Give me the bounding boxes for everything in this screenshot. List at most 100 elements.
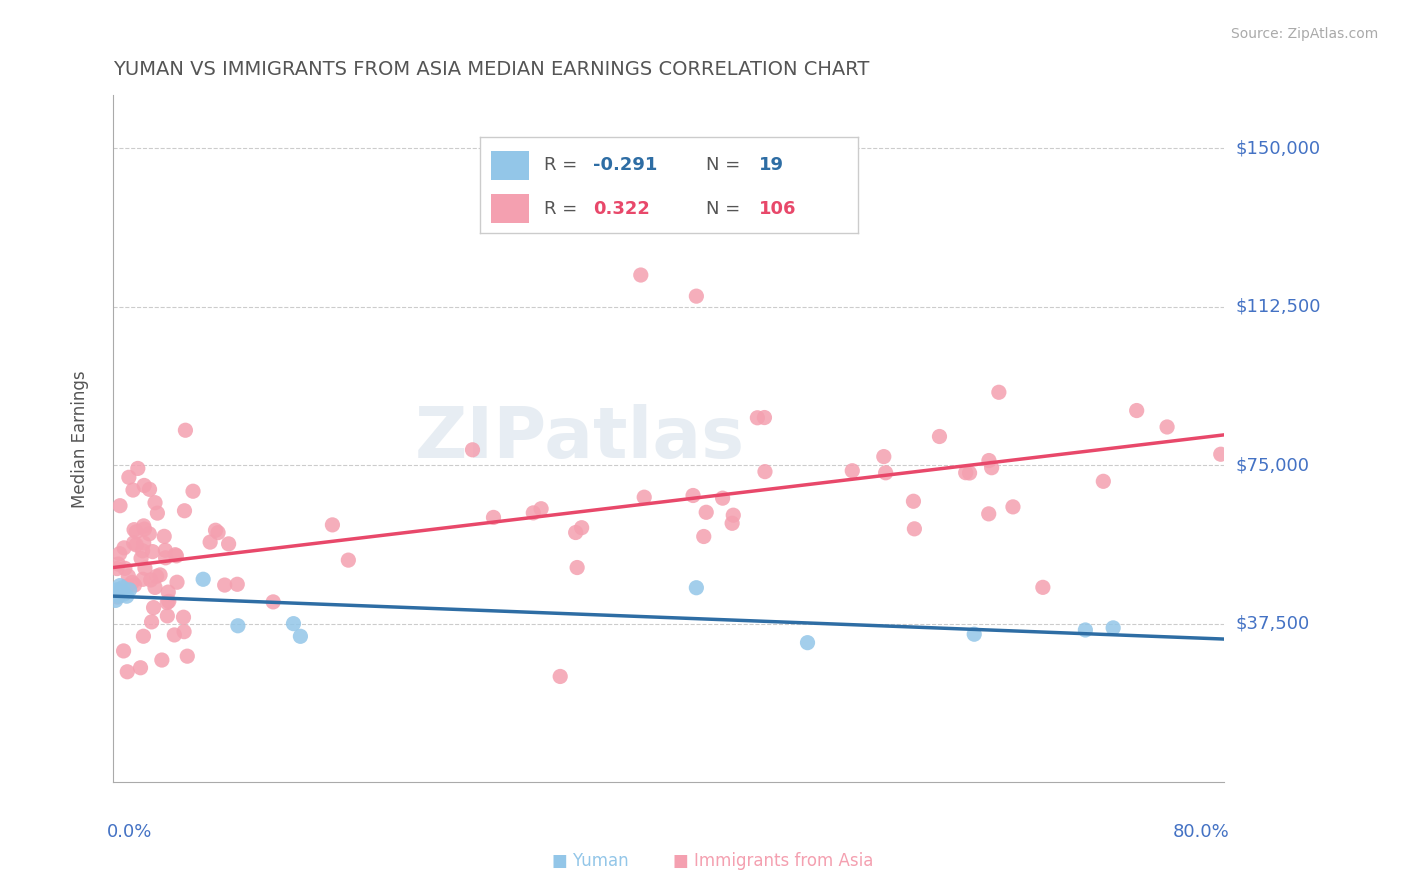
Point	[630, 268, 652, 282]
Text: $37,500: $37,500	[1236, 615, 1309, 632]
Point	[685, 289, 707, 303]
Point	[122, 483, 145, 497]
Point	[139, 573, 162, 587]
Point	[157, 594, 180, 608]
Point	[980, 460, 1002, 475]
Point	[124, 578, 146, 592]
Point	[117, 665, 139, 679]
Point	[1074, 623, 1097, 637]
Point	[174, 423, 197, 437]
Point	[112, 587, 135, 601]
Point	[685, 581, 707, 595]
Point	[1156, 420, 1178, 434]
Text: ■ Yuman: ■ Yuman	[553, 852, 628, 870]
Point	[176, 649, 198, 664]
Point	[207, 525, 229, 540]
Point	[191, 572, 214, 586]
Point	[530, 501, 553, 516]
Point	[150, 653, 173, 667]
Point	[111, 581, 134, 595]
Text: $75,000: $75,000	[1236, 456, 1309, 475]
Point	[873, 450, 896, 464]
Point	[155, 550, 177, 565]
Point	[156, 608, 179, 623]
Text: YUMAN VS IMMIGRANTS FROM ASIA MEDIAN EARNINGS CORRELATION CHART: YUMAN VS IMMIGRANTS FROM ASIA MEDIAN EAR…	[112, 60, 869, 78]
Point	[723, 508, 745, 523]
Point	[987, 385, 1010, 400]
Point	[218, 537, 240, 551]
Point	[198, 535, 221, 549]
Point	[461, 442, 484, 457]
Point	[110, 585, 132, 599]
Point	[1102, 621, 1125, 635]
Point	[875, 466, 897, 480]
Point	[163, 628, 186, 642]
Point	[132, 629, 155, 643]
Point	[157, 585, 180, 599]
Text: 80.0%: 80.0%	[1173, 823, 1230, 841]
Point	[122, 523, 145, 537]
Point	[127, 461, 149, 475]
Point	[114, 561, 136, 575]
Point	[146, 506, 169, 520]
Point	[155, 543, 177, 558]
Point	[132, 536, 155, 550]
Point	[181, 484, 204, 499]
Point	[118, 470, 141, 484]
Y-axis label: Median Earnings: Median Earnings	[72, 370, 89, 508]
Point	[143, 581, 166, 595]
Point	[928, 429, 950, 443]
Point	[283, 616, 305, 631]
Point	[165, 549, 187, 563]
Point	[132, 519, 155, 533]
Point	[963, 627, 986, 641]
Point	[173, 624, 195, 639]
Point	[166, 575, 188, 590]
Point	[143, 496, 166, 510]
Point	[149, 568, 172, 582]
Point	[122, 536, 145, 550]
Text: ■ Immigrants from Asia: ■ Immigrants from Asia	[673, 852, 873, 870]
Point	[153, 529, 176, 543]
Point	[564, 525, 586, 540]
Point	[141, 544, 163, 558]
Point	[107, 557, 129, 571]
Point	[125, 538, 148, 552]
Text: 0.0%: 0.0%	[107, 823, 153, 841]
Point	[721, 516, 744, 531]
Point	[695, 505, 717, 519]
Point	[134, 561, 156, 575]
Point	[141, 615, 163, 629]
Point	[226, 619, 249, 633]
Text: $112,500: $112,500	[1236, 298, 1320, 316]
Point	[125, 524, 148, 539]
Point	[115, 589, 138, 603]
Point	[145, 569, 167, 583]
Point	[290, 629, 312, 643]
Point	[214, 578, 236, 592]
Point	[754, 465, 776, 479]
Point	[747, 410, 769, 425]
Point	[977, 507, 1000, 521]
Point	[112, 541, 135, 555]
Text: ZIPatlas: ZIPatlas	[415, 404, 745, 474]
Point	[522, 506, 544, 520]
Point	[226, 577, 249, 591]
Point	[129, 551, 152, 566]
Point	[548, 669, 571, 683]
Point	[321, 517, 343, 532]
Point	[204, 523, 226, 537]
Point	[977, 453, 1000, 467]
Point	[107, 589, 129, 603]
Point	[134, 478, 156, 492]
Point	[118, 582, 141, 597]
Point	[682, 488, 704, 502]
Point	[841, 464, 863, 478]
Point	[633, 490, 655, 504]
Point	[959, 466, 981, 480]
Point	[108, 579, 131, 593]
Point	[1092, 475, 1115, 489]
Text: $150,000: $150,000	[1236, 139, 1320, 157]
Point	[1125, 403, 1147, 417]
Point	[121, 575, 143, 590]
